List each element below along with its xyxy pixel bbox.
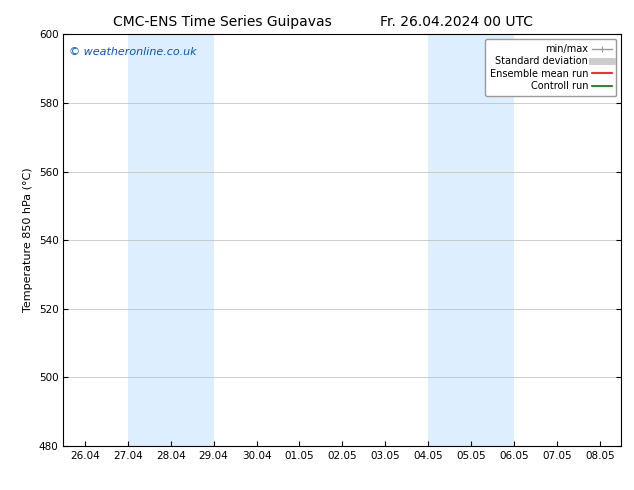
Text: CMC-ENS Time Series Guipavas: CMC-ENS Time Series Guipavas: [112, 15, 332, 29]
Text: © weatheronline.co.uk: © weatheronline.co.uk: [69, 47, 197, 57]
Bar: [428, 34, 514, 446]
Bar: [128, 34, 214, 446]
Y-axis label: Temperature 850 hPa (°C): Temperature 850 hPa (°C): [23, 168, 33, 313]
Legend: min/max, Standard deviation, Ensemble mean run, Controll run: min/max, Standard deviation, Ensemble me…: [485, 39, 616, 96]
Text: Fr. 26.04.2024 00 UTC: Fr. 26.04.2024 00 UTC: [380, 15, 533, 29]
